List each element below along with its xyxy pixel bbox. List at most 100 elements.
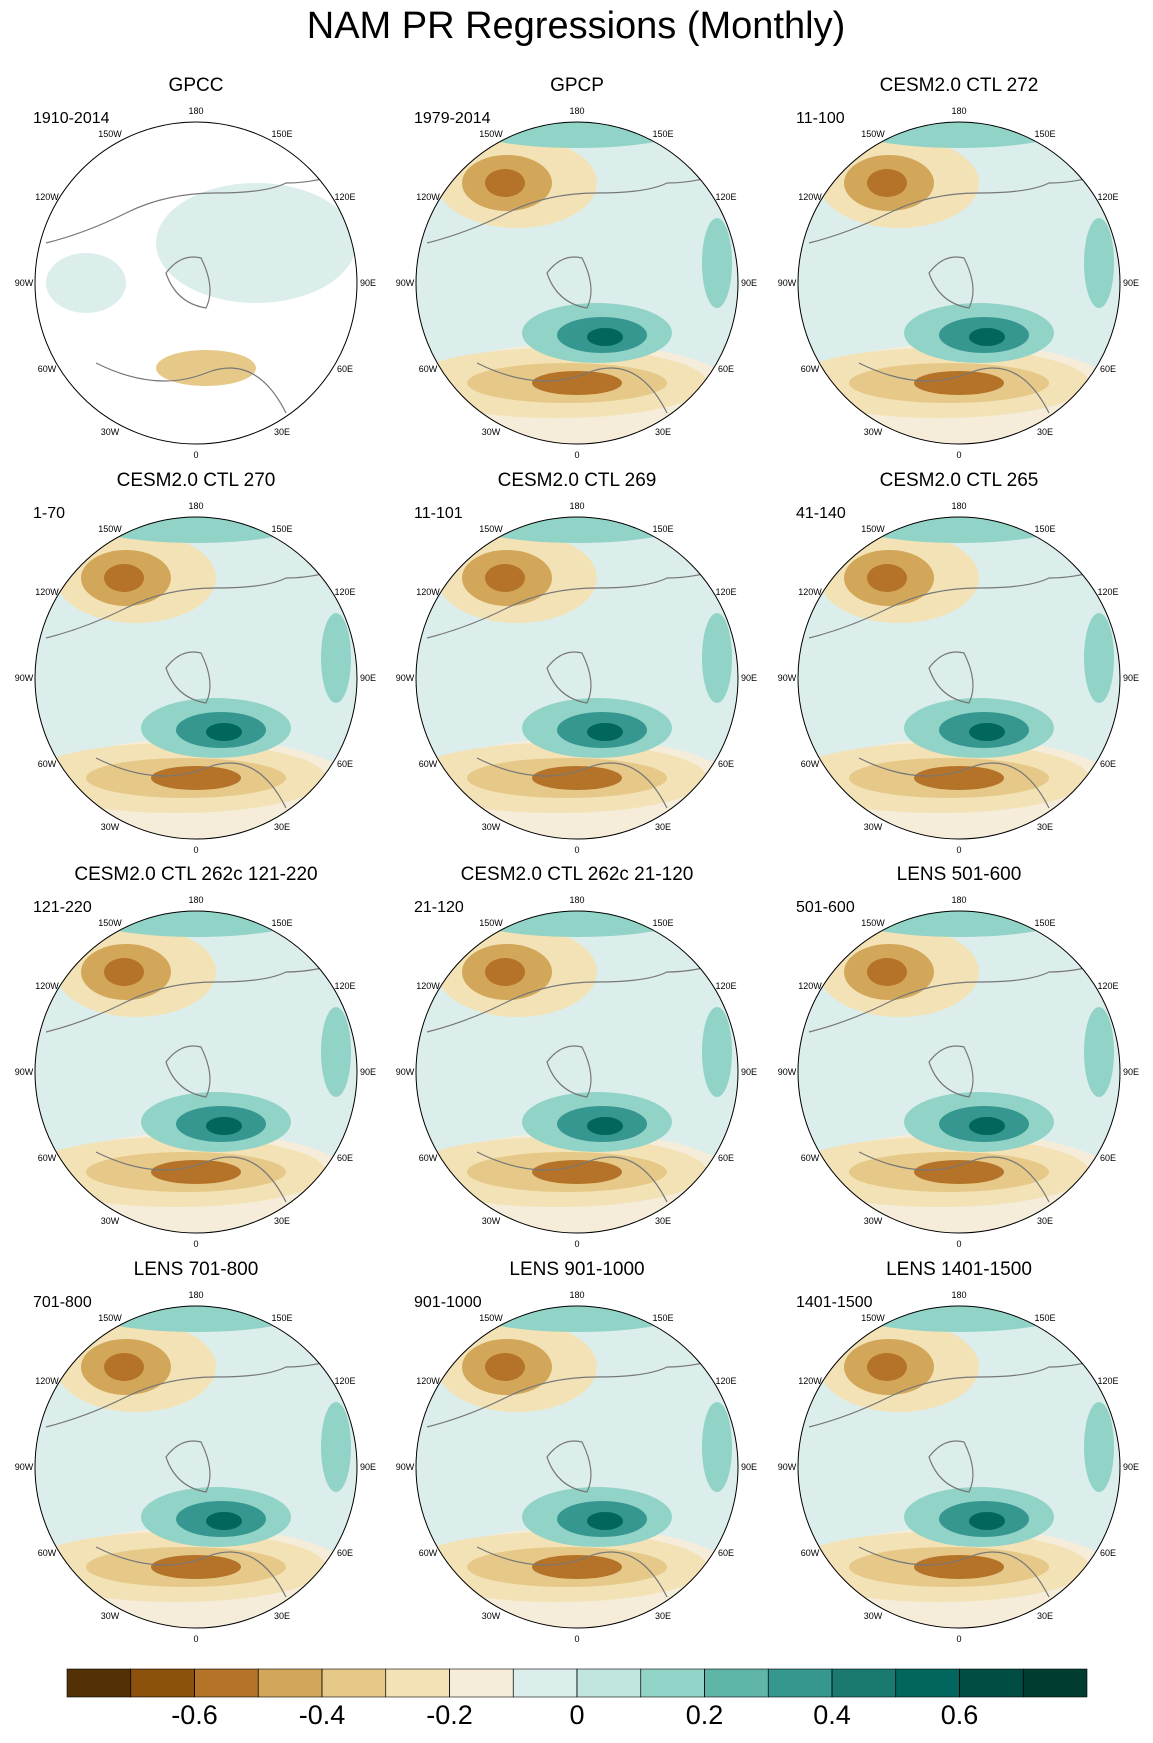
map-panel: [35, 911, 357, 1233]
shading: [485, 564, 525, 592]
panel-period: 701-800: [33, 1294, 92, 1311]
longitude-label: 120E: [715, 981, 736, 991]
map-border: [415, 516, 739, 840]
shading: [485, 1353, 525, 1381]
longitude-label: 150W: [861, 129, 885, 139]
longitude-label: 90W: [15, 673, 34, 683]
map-border: [797, 910, 1121, 1234]
longitude-label: 180: [188, 1290, 203, 1300]
longitude-label: 90W: [778, 1462, 797, 1472]
longitude-label: 120E: [1097, 1376, 1118, 1386]
panel-title: CESM2.0 CTL 262c 21-120: [461, 864, 694, 885]
shading: [457, 517, 697, 543]
panel-period: 1910-2014: [33, 110, 110, 127]
shading: [839, 122, 1079, 148]
longitude-label: 120E: [1097, 981, 1118, 991]
colorbar-tick-label: 0.2: [686, 1700, 724, 1730]
panel-title: CESM2.0 CTL 270: [117, 470, 276, 491]
longitude-label: 120W: [798, 192, 822, 202]
figure-title: NAM PR Regressions (Monthly): [307, 5, 845, 47]
longitude-label: 120E: [1097, 192, 1118, 202]
longitude-label: 30E: [655, 427, 671, 437]
map-border: [415, 910, 739, 1234]
map-panel: [416, 122, 738, 444]
longitude-label: 30W: [482, 1216, 501, 1226]
map-border: [415, 121, 739, 445]
colorbar-swatch: [194, 1668, 259, 1698]
longitude-label: 30E: [274, 1611, 290, 1621]
longitude-label: 90E: [360, 1067, 376, 1077]
colorbar-swatch: [385, 1668, 450, 1698]
shading: [104, 1353, 144, 1381]
panel-period: 1-70: [33, 505, 65, 522]
longitude-label: 60W: [419, 1153, 438, 1163]
longitude-label: 60W: [801, 1548, 820, 1558]
longitude-label: 60E: [337, 364, 353, 374]
coastline: [426, 951, 738, 1203]
map-border: [415, 1305, 739, 1629]
longitude-label: 90E: [741, 278, 757, 288]
longitude-label: 90W: [396, 1067, 415, 1077]
panel-period: 1401-1500: [796, 1294, 873, 1311]
shading: [587, 1512, 623, 1530]
shading: [839, 911, 1079, 937]
colorbar-swatch: [449, 1668, 514, 1698]
longitude-label: 90E: [741, 1067, 757, 1077]
longitude-label: 30E: [274, 1216, 290, 1226]
shading: [46, 253, 126, 313]
colorbar-tick-label: -0.2: [426, 1700, 473, 1730]
shading: [104, 564, 144, 592]
map-border: [34, 121, 358, 445]
map-panel: [416, 911, 738, 1233]
longitude-label: 150E: [652, 524, 673, 534]
shading: [151, 1555, 241, 1579]
shading: [1084, 1402, 1114, 1492]
colorbar-swatch: [66, 1668, 132, 1698]
map-panel: [798, 911, 1120, 1233]
longitude-label: 180: [188, 106, 203, 116]
colorbar-swatch: [640, 1668, 705, 1698]
coastline: [928, 1045, 974, 1098]
longitude-label: 120W: [798, 981, 822, 991]
panel-period: 21-120: [414, 899, 464, 916]
longitude-label: 150E: [271, 1313, 292, 1323]
longitude-label: 120W: [416, 587, 440, 597]
shading: [914, 766, 1004, 790]
longitude-label: 30W: [482, 427, 501, 437]
longitude-label: 0: [193, 845, 198, 855]
shading: [587, 723, 623, 741]
longitude-label: 120W: [416, 981, 440, 991]
longitude-label: 150E: [1034, 918, 1055, 928]
panel-title: LENS 1401-1500: [886, 1259, 1032, 1280]
longitude-label: 30W: [101, 427, 120, 437]
longitude-label: 150E: [1034, 129, 1055, 139]
colorbar-swatch: [257, 1668, 323, 1698]
longitude-label: 0: [956, 1239, 961, 1249]
longitude-label: 180: [951, 895, 966, 905]
longitude-label: 30E: [1037, 1216, 1053, 1226]
longitude-label: 120E: [334, 981, 355, 991]
shading: [867, 564, 907, 592]
panel-title: LENS 901-1000: [509, 1259, 644, 1280]
shading: [321, 613, 351, 703]
longitude-label: 60W: [801, 759, 820, 769]
longitude-label: 120E: [715, 587, 736, 597]
longitude-label: 90E: [360, 673, 376, 683]
coastline: [808, 162, 1120, 414]
longitude-label: 0: [193, 450, 198, 460]
longitude-label: 30E: [274, 822, 290, 832]
colorbar-tick-label: 0.6: [941, 1700, 979, 1730]
colorbar-swatch: [576, 1668, 642, 1698]
longitude-label: 150W: [98, 1313, 122, 1323]
longitude-label: 30W: [482, 1611, 501, 1621]
coastline: [546, 1045, 592, 1098]
longitude-label: 30E: [1037, 427, 1053, 437]
longitude-label: 150W: [861, 918, 885, 928]
shading: [457, 911, 697, 937]
longitude-label: 60E: [718, 364, 734, 374]
longitude-label: 150E: [652, 129, 673, 139]
shading: [532, 1160, 622, 1184]
coastline: [165, 256, 211, 309]
coastline: [45, 1346, 357, 1598]
longitude-label: 180: [951, 106, 966, 116]
